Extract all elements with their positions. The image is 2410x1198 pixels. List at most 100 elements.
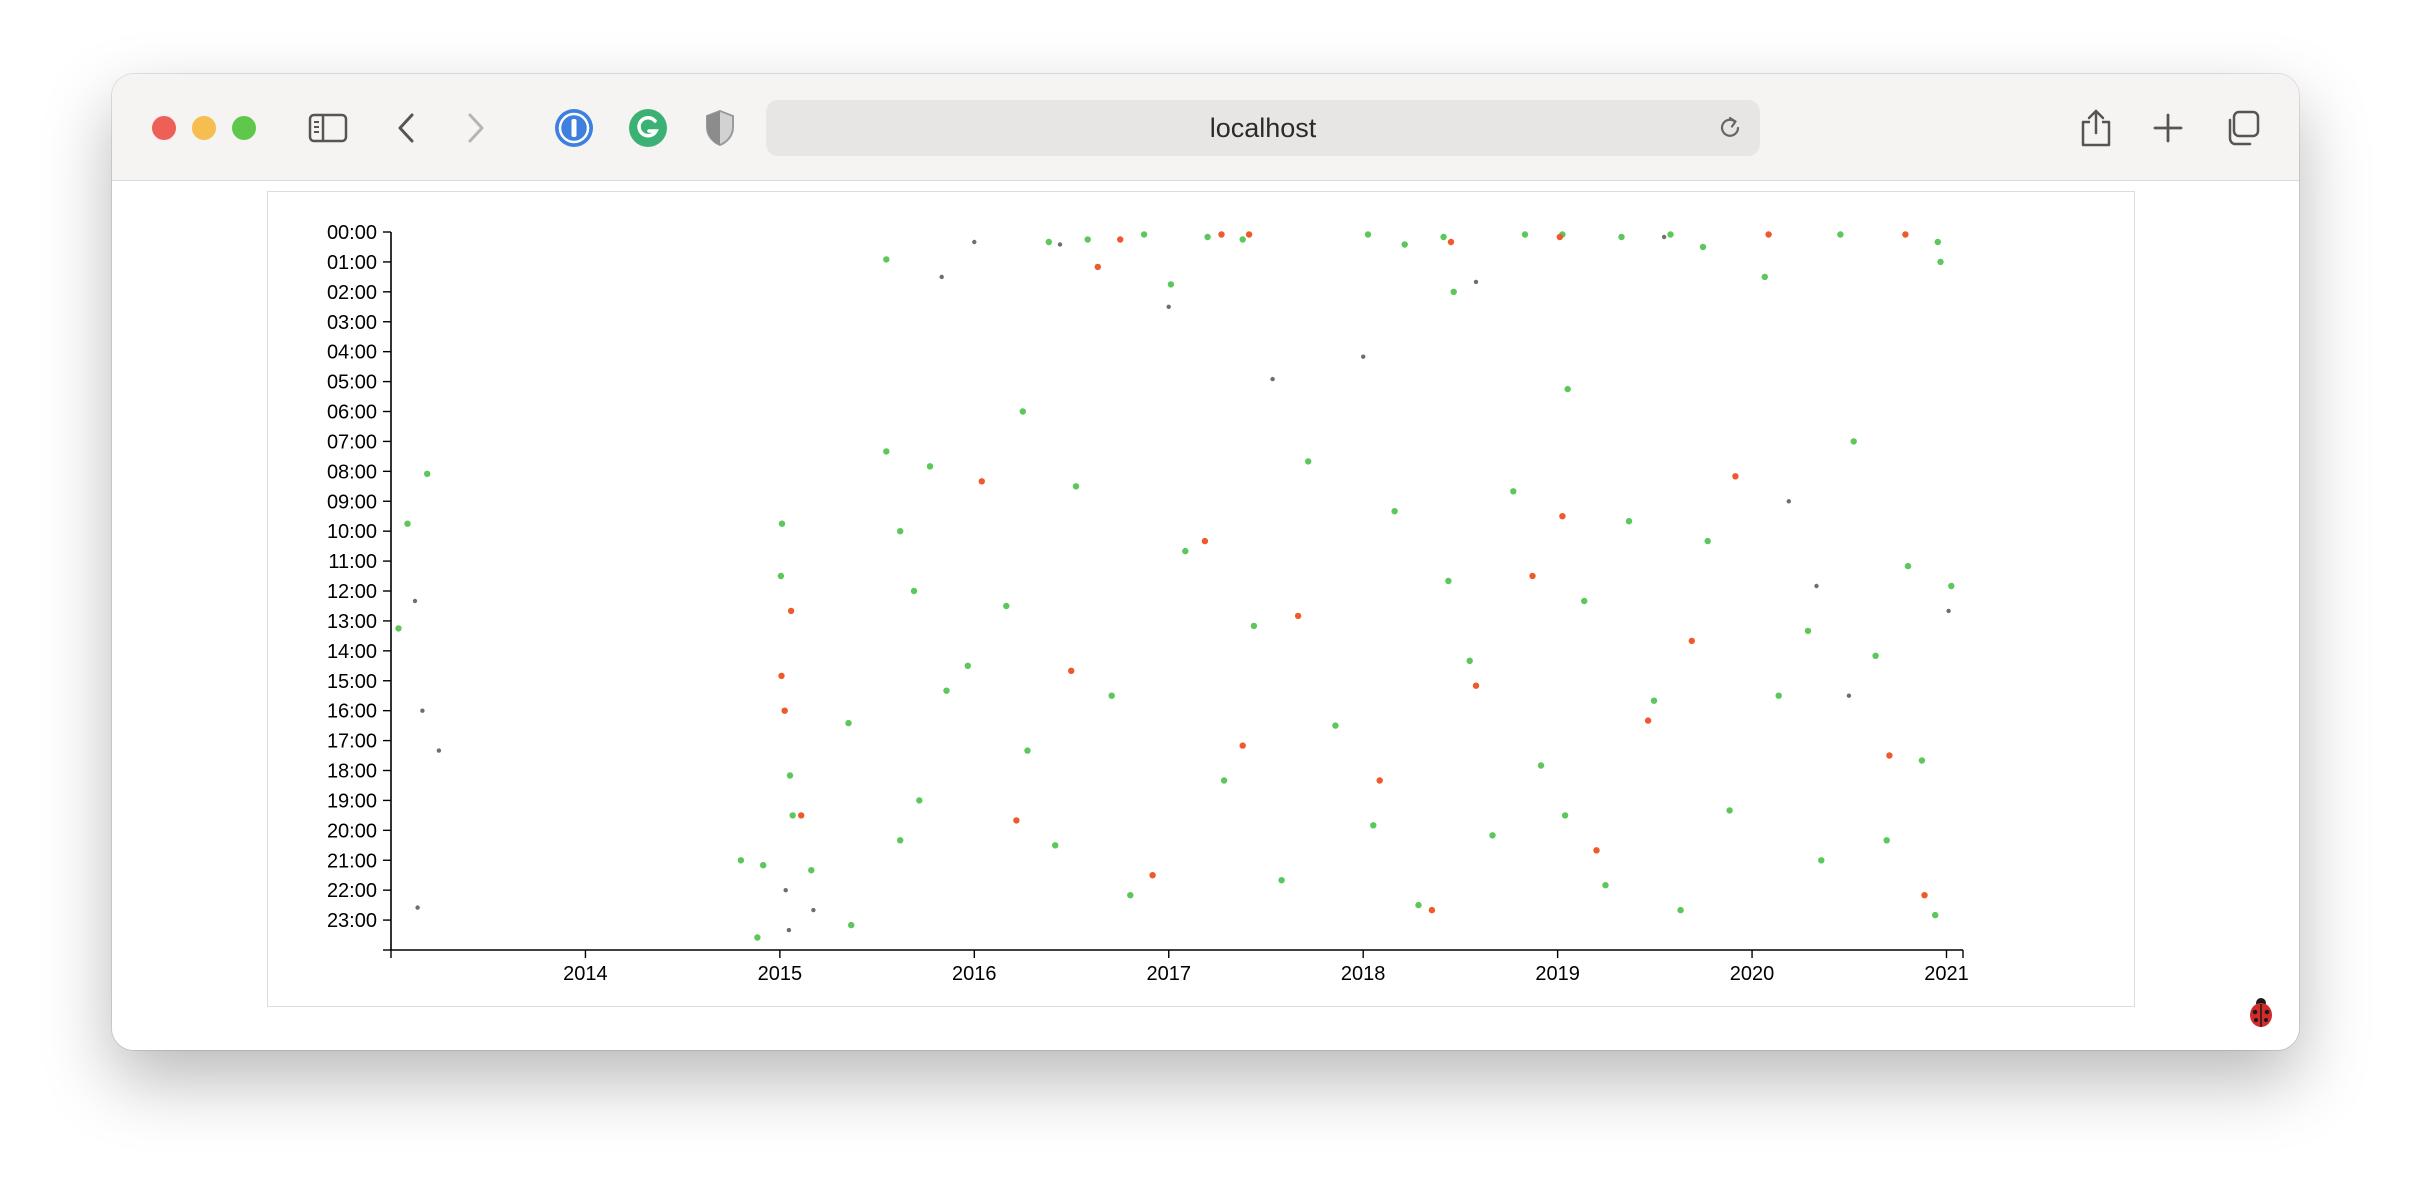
data-point	[415, 905, 420, 910]
new-tab-icon[interactable]	[2142, 102, 2194, 154]
data-point	[1618, 233, 1625, 241]
data-point	[1450, 288, 1457, 295]
data-point	[1814, 583, 1819, 589]
reload-icon[interactable]	[1716, 114, 1744, 142]
axes-layer: 00:00 01:00 02:00 03:00 04:00 05:00 06:00 07:00…	[327, 222, 1969, 985]
data-point	[1521, 231, 1529, 238]
data-point	[1473, 279, 1479, 285]
y-tick-label: 08:00	[327, 461, 377, 483]
data-point	[1117, 236, 1124, 243]
data-point	[1510, 488, 1517, 495]
data-point	[1440, 233, 1447, 241]
y-tick-label: 02:00	[327, 282, 377, 304]
data-point	[1445, 577, 1452, 585]
privacy-shield-icon[interactable]	[694, 102, 746, 154]
data-point	[1564, 385, 1571, 393]
zoom-icon[interactable]	[232, 116, 256, 140]
data-point	[1220, 777, 1228, 784]
y-tick-label: 19:00	[327, 790, 377, 812]
data-point	[1918, 757, 1926, 764]
data-point	[1201, 537, 1209, 545]
data-point	[404, 520, 411, 527]
data-point	[424, 470, 431, 477]
data-point	[1472, 682, 1480, 689]
data-point	[760, 862, 767, 869]
data-point	[1775, 692, 1782, 699]
data-point	[1019, 408, 1026, 415]
data-point	[1024, 747, 1031, 754]
data-point	[1072, 483, 1080, 490]
data-point	[1850, 438, 1857, 445]
data-point	[1625, 518, 1633, 525]
data-point	[1561, 812, 1569, 819]
data-point	[1602, 882, 1609, 889]
grammarly-icon[interactable]	[622, 102, 674, 154]
data-point	[436, 748, 442, 753]
data-point	[1466, 657, 1473, 664]
data-point	[1837, 231, 1844, 238]
data-point	[964, 662, 971, 669]
data-point	[1364, 231, 1372, 238]
y-tick-label: 20:00	[327, 820, 377, 842]
data-point	[1415, 901, 1422, 909]
x-tick-label: 2021	[1924, 963, 1969, 985]
data-point	[811, 907, 816, 913]
data-point	[1045, 238, 1052, 246]
data-point	[1786, 499, 1792, 504]
data-point	[420, 708, 425, 713]
data-point	[1699, 243, 1707, 251]
address-bar[interactable]: localhost	[766, 100, 1760, 156]
y-tick-label: 11:00	[328, 551, 377, 573]
data-point	[897, 528, 904, 535]
data-point	[1068, 667, 1075, 674]
data-point	[1218, 231, 1225, 238]
data-point	[1932, 911, 1939, 919]
data-point	[786, 927, 792, 933]
x-tick-label: 2015	[758, 963, 803, 985]
data-point	[1305, 458, 1312, 465]
sidebar-icon[interactable]	[302, 102, 354, 154]
data-point	[778, 520, 786, 527]
page-content: 00:00 01:00 02:00 03:00 04:00 05:00 06:00 07:00…	[112, 181, 2299, 1050]
data-point	[787, 607, 795, 615]
data-point	[1376, 777, 1383, 784]
data-point	[1167, 281, 1175, 288]
x-tick-label: 2019	[1535, 963, 1580, 985]
data-point	[1726, 807, 1733, 814]
minimize-icon[interactable]	[192, 116, 216, 140]
y-tick-label: 14:00	[327, 641, 377, 663]
back-icon[interactable]	[380, 102, 432, 154]
data-point	[1688, 637, 1696, 645]
data-point	[883, 256, 890, 263]
data-point	[1270, 376, 1275, 382]
close-icon[interactable]	[152, 116, 176, 140]
data-point	[1644, 717, 1652, 724]
y-tick-label: 12:00	[327, 581, 377, 603]
data-point	[754, 934, 761, 941]
data-point	[1556, 233, 1564, 241]
data-point	[783, 888, 788, 893]
data-point	[883, 448, 890, 455]
y-tick-label: 04:00	[327, 342, 377, 364]
y-tick-label: 13:00	[327, 611, 377, 633]
share-icon[interactable]	[2070, 102, 2122, 154]
data-point	[1084, 236, 1091, 243]
ladybug-icon[interactable]	[2243, 994, 2279, 1030]
data-point	[1294, 612, 1302, 620]
data-point	[1904, 562, 1912, 570]
data-point	[845, 719, 852, 727]
x-tick-label: 2020	[1730, 963, 1775, 985]
x-tick-label: 2017	[1146, 963, 1191, 985]
data-point	[1934, 238, 1942, 246]
tabs-overview-icon[interactable]	[2216, 102, 2268, 154]
data-point	[897, 837, 904, 844]
data-point	[1182, 547, 1189, 555]
address-text: localhost	[1209, 112, 1317, 143]
data-point	[1166, 304, 1171, 309]
forward-icon[interactable]	[450, 102, 502, 154]
data-point	[978, 478, 985, 485]
data-point	[1818, 857, 1825, 864]
1password-icon[interactable]	[548, 102, 600, 154]
data-point	[1447, 238, 1455, 246]
data-point	[1846, 693, 1852, 698]
